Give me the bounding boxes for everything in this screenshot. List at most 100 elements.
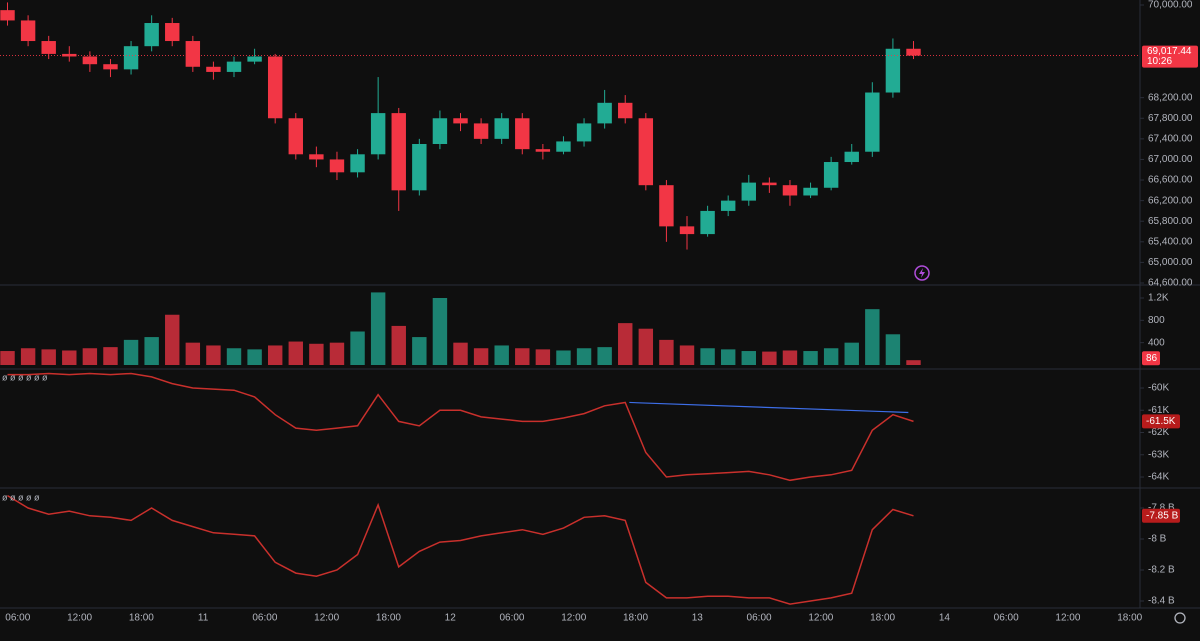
volume-bar [473,348,489,365]
x-tick-label: 18:00 [376,613,401,624]
candle-body [226,61,242,72]
x-tick-label: 18:00 [870,613,895,624]
volume-bar [618,323,633,365]
last-price-label: 69,017.44 [1147,46,1192,57]
volume-bar [0,351,15,365]
volume-bar [556,350,571,365]
y-tick-label: 65,800.00 [1148,216,1193,227]
y-tick-label: 800 [1148,315,1165,326]
x-tick-label: 14 [939,613,951,624]
y-tick-label: 400 [1148,337,1165,348]
last-value-label: 86 [1146,353,1158,364]
y-tick-label: 64,600.00 [1148,278,1193,289]
candle-body [82,56,98,65]
candle-body [165,23,180,42]
x-tick-label: 18:00 [129,613,154,624]
y-tick-label: -7.8 B [1148,503,1175,514]
x-tick-label: 12:00 [808,613,833,624]
candle-body [597,102,612,124]
volume-bar [576,348,592,365]
x-tick-label: 06:00 [499,613,524,624]
candle-body [720,200,736,211]
last-value-box [1142,414,1180,429]
x-tick-label: 12:00 [67,613,92,624]
candle-body [782,185,798,196]
indicator-line [7,372,914,482]
candle-body [700,210,715,235]
alert-icon[interactable] [914,265,930,281]
legend-text: ø ø ø ø ø [2,492,40,502]
x-tick-label: 06:00 [5,613,30,624]
y-tick-label: 67,000.00 [1148,154,1193,165]
candle-body [576,123,592,142]
y-tick-label: -61K [1148,405,1169,416]
volume-bar [144,337,159,365]
candle-body [803,187,818,196]
candle-body [350,154,365,173]
x-tick-label: 11 [198,613,209,624]
volume-bar [679,345,695,365]
volume-bar [309,343,324,365]
candle-body [535,149,551,152]
x-tick-label: 12:00 [561,613,586,624]
volume-bar [370,292,386,365]
y-tick-label: -8.4 B [1148,596,1175,607]
volume-bar [226,348,242,365]
candle-body [494,118,509,139]
volume-bar [535,349,551,365]
y-tick-label: 1.2K [1148,293,1169,304]
y-tick-label: -64K [1148,472,1169,483]
last-price-box [1142,45,1198,68]
candle-body [473,123,489,139]
settings-icon[interactable] [1174,612,1186,624]
candle-body [906,48,921,56]
y-tick-label: -8.2 B [1148,565,1175,576]
volume-bar [82,348,98,365]
last-value-box [1142,351,1160,366]
y-tick-label: 67,800.00 [1148,113,1193,124]
volume-bar [391,325,406,365]
pane [7,372,914,482]
candle-body [123,46,139,70]
volume-bar [659,339,674,365]
candle-body [185,41,201,67]
candle-body [844,151,859,163]
x-tick-label: 06:00 [747,613,772,624]
pane [7,494,914,605]
volume-bar [865,309,880,365]
candle-body [288,118,303,155]
volume-bar [515,348,530,365]
pane [0,2,921,250]
candle-body [20,20,36,42]
volume-bar [494,345,509,365]
last-value-label: -61.5K [1146,416,1176,427]
x-tick-label: 12:00 [314,613,339,624]
volume-bar [185,342,201,365]
volume-bar [247,349,262,365]
y-tick-label: 65,400.00 [1148,236,1193,247]
volume-bar [103,347,118,365]
volume-bar [432,298,448,365]
volume-bar [329,342,345,365]
volume-bar [762,351,777,365]
candle-body [370,113,386,155]
y-tick-label: -60K [1148,383,1169,394]
volume-bar [412,337,427,365]
y-tick-label: 67,400.00 [1148,133,1193,144]
candle-body [247,56,262,62]
candle-body [638,118,654,186]
candle-body [679,226,695,235]
trendline [629,401,909,414]
candle-body [556,141,571,152]
last-value-label: -7.85 B [1146,510,1179,521]
candle-body [823,162,839,188]
y-tick-label: 70,000.00 [1148,0,1193,11]
candle-body [144,23,159,47]
candle-body [267,56,283,119]
volume-bar [165,314,180,365]
y-tick-label: 68,200.00 [1148,92,1193,103]
volume-bar [782,350,798,365]
candle-body [103,64,118,70]
